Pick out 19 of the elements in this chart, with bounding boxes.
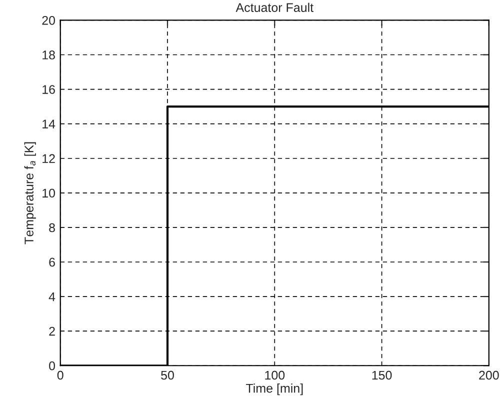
- y-tick-label: 20: [42, 16, 56, 25]
- y-tick-label: 14: [42, 120, 56, 128]
- chart-title: Actuator Fault: [236, 2, 314, 12]
- y-tick-label: 0: [49, 361, 56, 370]
- x-axis-title: Time [min]: [246, 384, 303, 396]
- y-tick-label: 6: [49, 258, 55, 267]
- x-tick-label: 100: [265, 370, 285, 380]
- x-tick-label: 0: [57, 370, 64, 380]
- y-tick-label: 16: [42, 85, 55, 94]
- y-axis-title: Temperature f$_{a}$ [K]: [24, 142, 36, 244]
- y-tick-label: 10: [42, 188, 56, 198]
- x-tick-label: 200: [479, 370, 499, 380]
- y-tick-label: 4: [48, 292, 56, 302]
- x-tick-label: 150: [372, 370, 392, 380]
- x-tick-label: 50: [161, 370, 174, 380]
- y-tick-label: 12: [42, 154, 55, 163]
- y-tick-label: 18: [42, 50, 55, 60]
- y-tick-label: 8: [49, 223, 55, 232]
- y-tick-label: 2: [49, 326, 55, 336]
